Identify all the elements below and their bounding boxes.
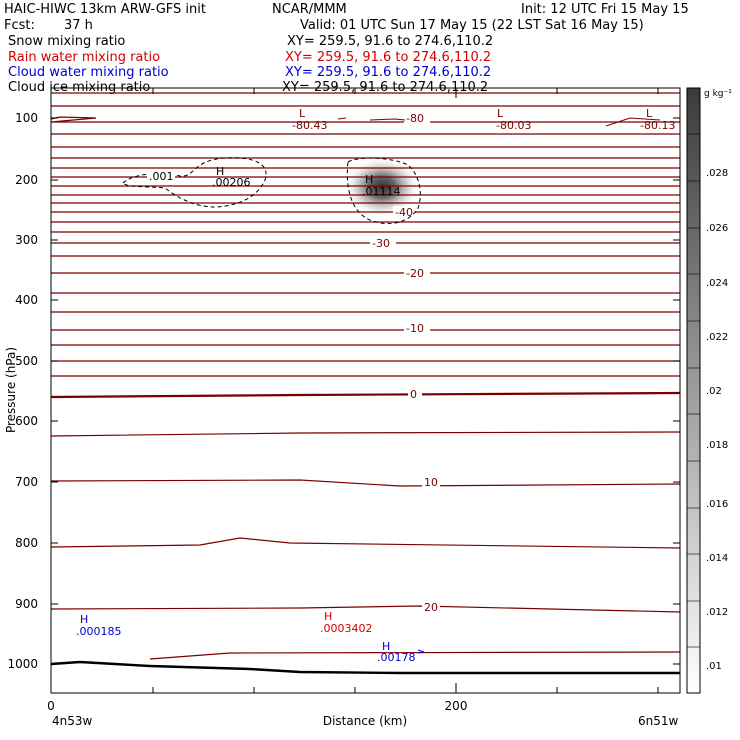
colorbar-label: .012 <box>706 607 728 618</box>
colorbar-label: .018 <box>706 440 728 451</box>
isotherm-label: 20 <box>424 601 438 614</box>
colorbar-label: .024 <box>706 278 728 289</box>
cloudwater-high-marker-2: H <box>382 640 390 653</box>
colorbar-label: .028 <box>706 168 728 179</box>
isotherm <box>50 116 680 123</box>
isotherm <box>605 117 661 127</box>
isotherm-label: -40 <box>395 206 413 219</box>
y-tick-label: 500 <box>15 354 38 368</box>
snow-value-small: .001 <box>149 170 174 183</box>
isotherm <box>369 118 406 121</box>
right-endpoint: 6n51w <box>638 714 679 728</box>
x-tick-label: 0 <box>47 699 55 713</box>
field-cloudwater-xy: XY= 259.5, 91.6 to 274.6,110.2 <box>285 65 492 80</box>
rain-high-marker: H <box>324 610 332 623</box>
chart-title: HAIC-HIWC 13km ARW-GFS init <box>4 2 206 17</box>
isotherm <box>149 651 681 660</box>
valid-time: Valid: 01 UTC Sun 17 May 15 (22 LST Sat … <box>300 18 644 33</box>
colorbar-label: .014 <box>706 553 728 564</box>
low-value-2: -80.03 <box>496 119 531 132</box>
forecast-label: Fcst: <box>4 18 35 33</box>
y-tick-label: 700 <box>15 475 38 489</box>
field-snow-xy: XY= 259.5, 91.6 to 274.6,110.2 <box>287 34 494 49</box>
colorbar-label: .026 <box>706 223 728 234</box>
y-tick-label: 800 <box>15 536 38 550</box>
y-axis-label: Pressure (hPa) <box>4 347 18 433</box>
colorbar-unit: g kg⁻¹ <box>704 89 732 99</box>
colorbar-label: .022 <box>706 332 728 343</box>
x-axis-label: Distance (km) <box>323 714 407 728</box>
isotherm-label: 0 <box>410 388 417 401</box>
y-tick-label: 100 <box>15 111 38 125</box>
cloudwater-high-value-1: .000185 <box>76 625 122 638</box>
y-tick-label: 600 <box>15 414 38 428</box>
cloudwater-high-value-2: .00178 <box>377 651 416 664</box>
field-snow-name: Snow mixing ratio <box>8 34 126 49</box>
low-value-1: -80.43 <box>292 119 327 132</box>
isotherm-label: -80 <box>406 112 424 125</box>
snow-high-value: .00206 <box>212 176 251 189</box>
ice-high-value: .01114 <box>362 185 401 198</box>
y-tick-label: 1000 <box>7 657 38 671</box>
isotherm-label: 10 <box>424 476 438 489</box>
low-value-3: -80.13 <box>640 119 675 132</box>
isotherm-label: -20 <box>406 267 424 280</box>
cloudwater-high-marker-1: H <box>80 613 88 626</box>
cloud-ice-contour <box>346 157 421 224</box>
plot-frame <box>50 87 681 694</box>
y-tick-label: 900 <box>15 597 38 611</box>
forecast-hours: 37 h <box>64 18 93 33</box>
colorbar-label: .02 <box>706 386 722 397</box>
snow-high-marker: H <box>216 165 224 178</box>
colorbar-label: .016 <box>706 499 728 510</box>
low-marker-2: L <box>497 107 504 120</box>
field-cloudwater-name: Cloud water mixing ratio <box>8 65 169 80</box>
low-marker-3: L <box>646 107 653 120</box>
terrain-line <box>50 660 680 675</box>
y-tick-label: 400 <box>15 293 38 307</box>
cloud-ice-shading <box>344 157 420 217</box>
colorbar-label: .01 <box>706 661 722 672</box>
isotherm <box>50 537 681 549</box>
isotherm <box>50 479 681 487</box>
y-tick-label: 300 <box>15 233 38 247</box>
isotherm <box>50 605 681 613</box>
snow-contour <box>122 157 267 208</box>
rain-high-value: .0003402 <box>320 622 373 635</box>
y-tick-label: 200 <box>15 173 38 187</box>
ice-high-marker: H <box>365 173 373 186</box>
init-time: Init: 12 UTC Fri 15 May 15 <box>521 2 689 17</box>
left-endpoint: 4n53w <box>52 714 93 728</box>
field-rain-xy: XY= 259.5, 91.6 to 274.6,110.2 <box>285 50 492 65</box>
organization: NCAR/MMM <box>272 2 347 17</box>
isotherm-label: -10 <box>406 322 424 335</box>
isotherm <box>337 117 347 120</box>
isotherm-label: -30 <box>372 237 390 250</box>
isotherm <box>50 431 681 437</box>
field-rain-name: Rain water mixing ratio <box>8 50 161 65</box>
isotherm-zero <box>50 391 681 399</box>
colorbar <box>686 87 701 694</box>
low-marker-1: L <box>299 107 306 120</box>
x-tick-label: 200 <box>445 699 468 713</box>
isotherm-lines <box>50 92 681 660</box>
